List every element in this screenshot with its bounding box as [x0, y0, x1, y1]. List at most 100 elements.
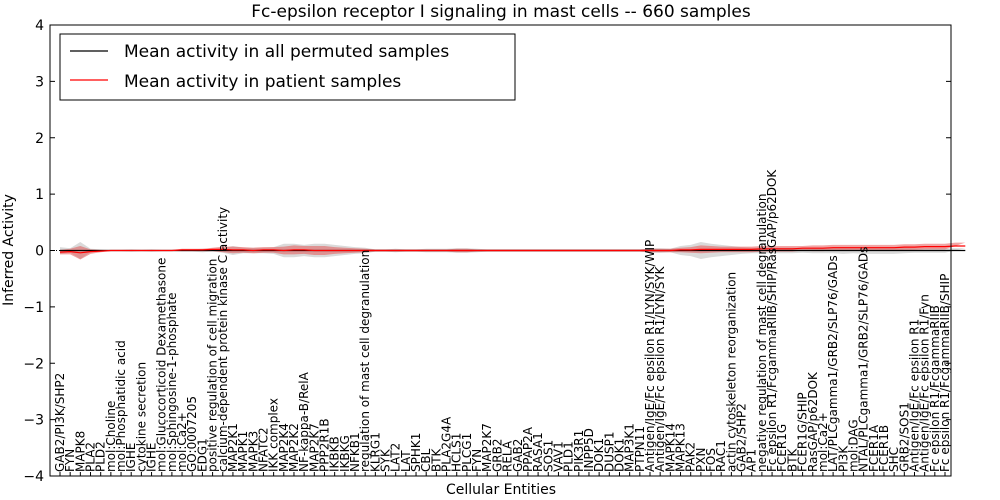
legend-label-patient: Mean activity in patient samples [124, 72, 401, 92]
x-tick-label: mol:Ca2+ [175, 412, 189, 472]
y-tick-label: −3 [23, 413, 44, 429]
x-tick-label: IGHE [124, 443, 138, 472]
x-tick-label: IKK complex [267, 398, 281, 472]
x-tick-label: PPAP2A [521, 426, 535, 472]
x-tick-label: IGHE [145, 443, 159, 472]
x-tick-label: MAPK1 [236, 431, 250, 472]
x-tick-label: PI3K [836, 445, 850, 472]
x-tick-label: calcium-dependent protein kinase C activ… [216, 207, 230, 472]
x-tick-label: PLA2G4A [440, 416, 454, 472]
y-tick-label: 2 [35, 131, 44, 147]
x-tick-label: regulation of mast cell degranulation [358, 250, 372, 472]
y-tick-label: 0 [35, 244, 44, 260]
x-tick-label: negative regulation of mast cell degranu… [755, 193, 769, 472]
x-tick-label: PLD2 [94, 441, 108, 472]
series-line-patient [59, 245, 966, 254]
y-tick-label: −4 [23, 469, 44, 485]
x-tick-label: RAC1 [714, 440, 728, 472]
x-tick-label: MAP2K4 [277, 423, 291, 472]
x-tick-label: Antigen/IgE/Fc epsilon R1/LYN/SYK [653, 265, 667, 472]
legend-box [59, 33, 516, 101]
x-tick-label: NF-kappa-B/RelA [297, 371, 311, 472]
x-tick-label: BTK [429, 447, 443, 472]
x-tick-label: LAT/PLCgamma1/GRB2/SLP76/GADs [826, 255, 840, 472]
x-tick-label: FYN [63, 449, 77, 472]
x-tick-label: cytokine secretion [134, 362, 148, 472]
x-tick-label: IKBKG [338, 435, 352, 472]
y-tick-label: −2 [23, 356, 44, 372]
x-tick-label: IKBKB [328, 436, 342, 472]
x-tick-label: GAB2/SHP2 [735, 403, 749, 472]
x-tick-label: PTPN11 [633, 426, 647, 472]
x-tick-label: FCER1A [867, 424, 881, 472]
x-tick-label: LAT2 [389, 443, 403, 472]
x-tick-label: SHC [887, 447, 901, 472]
x-tick-label: SYK [379, 448, 393, 472]
x-tick-label: MAP3K1 [623, 423, 637, 472]
y-axis-label: Inferred Activity [1, 194, 17, 306]
x-tick-label: Antigen/IgE/Fc epsilon R1/LYN/SYK/WIP [643, 240, 657, 472]
x-tick-label: HCLS1 [450, 433, 464, 472]
x-tick-label: actin cytoskeleton reorganization [724, 272, 738, 472]
x-tick-label: MAPK13 [674, 423, 688, 472]
x-tick-label: DOK1 [592, 438, 606, 472]
x-tick-label: VAV1 [551, 441, 565, 472]
x-tick-label: MAP2K7 [480, 423, 494, 472]
x-tick-label: PAK2 [684, 442, 698, 472]
legend: Mean activity in all permuted samples Me… [59, 33, 516, 101]
x-tick-label: MAP2K7 [307, 423, 321, 472]
y-tick-label: 3 [35, 74, 44, 90]
x-tick-label: PLD1 [562, 441, 576, 472]
x-axis-label: Cellular Entities [446, 482, 556, 498]
x-tick-label: MAPK3 [246, 431, 260, 472]
y-axis: 4 3 2 1 0 −1 −2 −3 −4 [23, 18, 951, 485]
x-tick-label: PLA2 [84, 442, 98, 472]
x-tick-label: GAB2/PI3K/SHP2 [53, 373, 67, 472]
x-tick-label: PIK3R1 [572, 430, 586, 472]
x-tick-label: mol:Glucocorticoid Dexamethasone [155, 258, 169, 472]
x-tick-label: Fc epsilon R1/FcgammaRIIB [928, 305, 942, 472]
x-tick-label: PLCG1 [460, 433, 474, 472]
x-tick-label: mol:Phosphatidic acid [114, 340, 128, 472]
x-tick-label: Antigen/IgE/Fc epsilon R1 [908, 319, 922, 472]
x-tick-label: NFKB1 [348, 432, 362, 472]
x-tick-label: RasGAP/p62DOK [806, 371, 820, 472]
x-tick-label: GRB2 [490, 438, 504, 472]
x-tick-label: mol:Sphingosine-1-phosphate [165, 293, 179, 473]
x-tick-label: DUSP1 [602, 431, 616, 472]
x-tick-label: LAT [399, 450, 413, 472]
x-tick-label: MAPK14 [663, 423, 677, 472]
x-tick-label: AP1 [745, 449, 759, 472]
x-tick-label: Fc epsilon R1/FcgammaRIIB/SHIP/RasGAP/p6… [765, 169, 779, 472]
x-tick-label: MAP2K2 [287, 423, 301, 472]
x-tick-label: FCER1B [877, 425, 891, 472]
y-tick-label: 4 [35, 18, 44, 34]
x-tick-label: KLRG1 [368, 432, 382, 472]
chart-title: Fc-epsilon receptor I signaling in mast … [251, 2, 751, 22]
x-tick-label: GRB2/SOS1 [897, 402, 911, 472]
x-tick-label: CBL [419, 448, 433, 472]
category-labels: GAB2/PI3K/SHP2FYNMAPK8PLA2PLD2mol:Cholin… [53, 169, 952, 476]
x-tick-label: Fc epsilon R1/FcgammaRIIB/SHIP [938, 274, 952, 472]
x-tick-label: Antigen/IgE/Fc epsilon R1/Fyn [918, 294, 932, 472]
series-lines [59, 245, 966, 254]
x-tick-label: positive regulation of cell migration [206, 259, 220, 472]
x-tick-label: FYN [470, 449, 484, 472]
y-tick-label: 1 [35, 187, 44, 203]
x-tick-label: FCER1G [775, 424, 789, 472]
x-tick-label: PPP2R1B [318, 418, 332, 472]
x-tick-label: FCER1G/SHIP [796, 392, 810, 472]
x-tick-label: DOK1 [613, 438, 627, 472]
x-tick-label: GO:0007205 [185, 396, 199, 472]
x-tick-label: PXN [694, 448, 708, 472]
x-tick-label: BTK [785, 447, 799, 472]
y-tick-label: −1 [23, 300, 44, 316]
x-tick-label: MAP2K1 [226, 423, 240, 472]
x-tick-label: NTAL/PLCgamma1/GRB2/SLP76/GADs [857, 247, 871, 472]
x-tick-label: GAB2 [511, 439, 525, 472]
x-tick-label: SOS1 [541, 440, 555, 472]
x-tick-label: mol:Choline [104, 401, 118, 472]
x-tick-label: mol:DAG [846, 419, 860, 472]
x-tick-label: mol:Ca2+ [816, 412, 830, 472]
